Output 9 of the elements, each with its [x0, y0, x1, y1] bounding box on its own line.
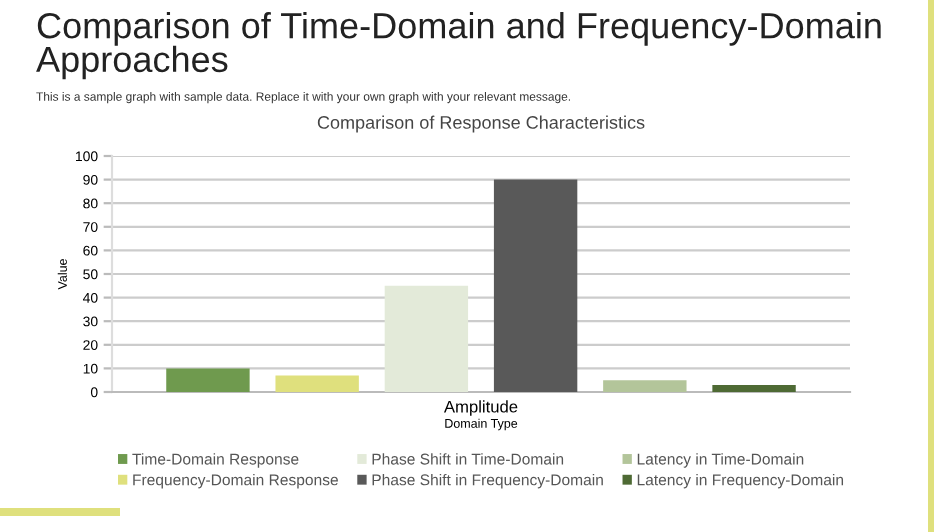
bar	[384, 285, 469, 392]
chart-title: Comparison of Time-Domain and Frequency-Domain Approaches	[36, 12, 881, 80]
bar	[275, 375, 359, 392]
bar	[166, 368, 250, 392]
x-tick-label: Amplitude	[443, 400, 518, 416]
text: Comparison of Response Characteristics	[317, 115, 645, 133]
bar	[712, 384, 796, 392]
bar	[603, 380, 687, 392]
bar	[493, 179, 578, 392]
